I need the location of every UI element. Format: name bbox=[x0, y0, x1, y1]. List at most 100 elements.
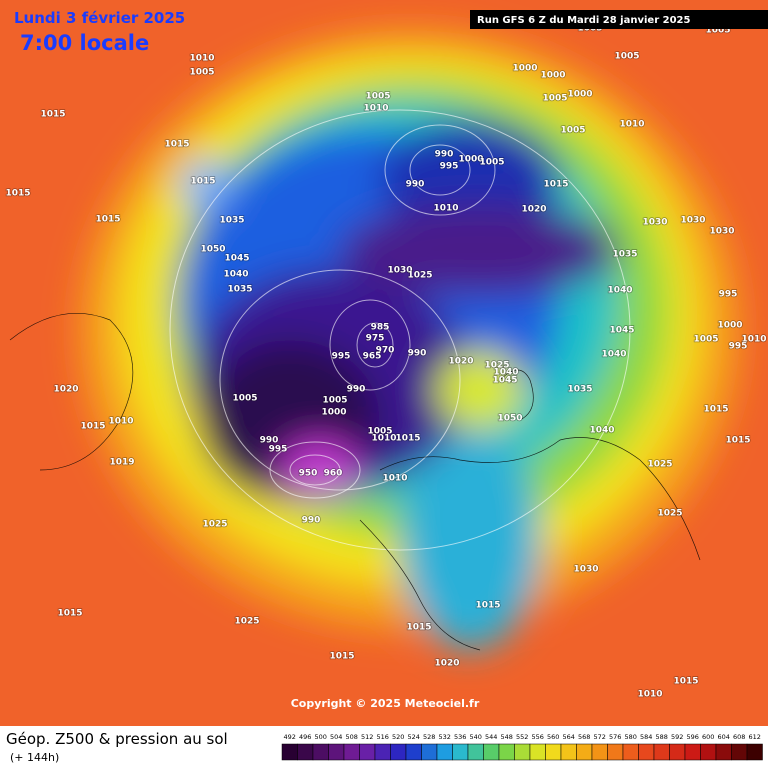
scale-label: 504 bbox=[330, 733, 342, 741]
scale-swatch bbox=[436, 743, 453, 761]
scale-swatch bbox=[560, 743, 577, 761]
isobar-label: 1000 bbox=[512, 64, 537, 74]
isobar-label: 1015 bbox=[703, 405, 728, 415]
isobar-label: 1005 bbox=[693, 335, 718, 345]
scale-swatch bbox=[483, 743, 500, 761]
scale-label: 508 bbox=[346, 733, 358, 741]
isobar-label: 990 bbox=[435, 150, 454, 160]
isobar-label: 1040 bbox=[493, 368, 518, 378]
scale-label: 512 bbox=[361, 733, 373, 741]
isobar-label: 1025 bbox=[647, 460, 672, 470]
scale-swatch bbox=[746, 743, 763, 761]
scale-label: 516 bbox=[377, 733, 389, 741]
scale-swatch bbox=[545, 743, 562, 761]
scale-swatch bbox=[576, 743, 593, 761]
scale-swatch bbox=[343, 743, 360, 761]
copyright: Copyright © 2025 Meteociel.fr bbox=[291, 697, 480, 710]
scale-label: 584 bbox=[640, 733, 652, 741]
geopotential-field bbox=[0, 0, 768, 726]
isobar-label: 1015 bbox=[475, 601, 500, 611]
isobar-label: 990 bbox=[260, 436, 279, 446]
scale-label: 552 bbox=[516, 733, 528, 741]
run-info: Run GFS 6 Z du Mardi 28 janvier 2025 bbox=[477, 15, 690, 26]
isobar-label: 1015 bbox=[725, 436, 750, 446]
scale-swatch bbox=[359, 743, 376, 761]
isobar-label: 1020 bbox=[448, 357, 473, 367]
isobar-label: 1030 bbox=[642, 218, 667, 228]
local-time: 7:00 locale bbox=[20, 31, 149, 55]
isobar-label: 1000 bbox=[321, 408, 346, 418]
isobar-label: 1045 bbox=[492, 376, 517, 386]
isobar-label: 1019 bbox=[109, 458, 134, 468]
legend-title: Géop. Z500 & pression au sol bbox=[6, 730, 228, 748]
isobar-label: 1020 bbox=[434, 659, 459, 669]
scale-label: 540 bbox=[470, 733, 482, 741]
scale-swatch bbox=[281, 743, 298, 761]
scale-swatch bbox=[529, 743, 546, 761]
isobar-label: 1015 bbox=[673, 677, 698, 687]
scale-label: 500 bbox=[315, 733, 327, 741]
isobar-label: 1030 bbox=[387, 266, 412, 276]
isobar-label: 995 bbox=[719, 290, 738, 300]
isobar-label: 1000 bbox=[567, 90, 592, 100]
isobar-label: 1015 bbox=[164, 140, 189, 150]
isobar-label: 1040 bbox=[589, 426, 614, 436]
isobar-label: 1045 bbox=[224, 254, 249, 264]
isobar-label: 1035 bbox=[219, 216, 244, 226]
scale-swatch bbox=[374, 743, 391, 761]
scale-swatch bbox=[421, 743, 438, 761]
scale-swatch bbox=[700, 743, 717, 761]
scale-label: 588 bbox=[656, 733, 668, 741]
isobar-label: 1045 bbox=[609, 326, 634, 336]
scale-label: 492 bbox=[284, 733, 296, 741]
isobar-label: 1015 bbox=[57, 609, 82, 619]
scale-swatch bbox=[731, 743, 748, 761]
scale-swatch bbox=[467, 743, 484, 761]
run-banner bbox=[470, 10, 768, 29]
scale-swatch bbox=[312, 743, 329, 761]
isobar-label: 1000 bbox=[458, 155, 483, 165]
scale-swatch bbox=[638, 743, 655, 761]
isobar-label: 1050 bbox=[497, 414, 522, 424]
scale-label: 572 bbox=[594, 733, 606, 741]
scale-label: 592 bbox=[671, 733, 683, 741]
isobar-label: 970 bbox=[376, 346, 395, 356]
scale-swatch bbox=[514, 743, 531, 761]
scale-swatch bbox=[591, 743, 608, 761]
isobar-label: 1035 bbox=[567, 385, 592, 395]
isobar-label: 1035 bbox=[612, 250, 637, 260]
isobar-label: 990 bbox=[347, 385, 366, 395]
isobar-label: 1015 bbox=[190, 177, 215, 187]
scale-label: 604 bbox=[718, 733, 730, 741]
isobar-label: 995 bbox=[440, 162, 459, 172]
isobar-label: 1015 bbox=[543, 180, 568, 190]
isobar-label: 975 bbox=[366, 334, 385, 344]
isobar-label: 995 bbox=[269, 445, 288, 455]
isobar-label: 1030 bbox=[680, 216, 705, 226]
isobar-label: 1035 bbox=[227, 285, 252, 295]
isobar-label: 1020 bbox=[53, 385, 78, 395]
isobar-label: 1005 bbox=[189, 68, 214, 78]
scale-label: 608 bbox=[733, 733, 745, 741]
scale-swatch bbox=[390, 743, 407, 761]
isobar-label: 1030 bbox=[709, 227, 734, 237]
isobar-label: 1010 bbox=[382, 474, 407, 484]
isobar-label: 995 bbox=[332, 352, 351, 362]
isobar-label: 1015 bbox=[395, 434, 420, 444]
isobar-label: 1010 bbox=[189, 54, 214, 64]
isobar-label: 1025 bbox=[484, 361, 509, 371]
isobar-label: 1040 bbox=[607, 286, 632, 296]
isobar-label: 1010 bbox=[619, 120, 644, 130]
scale-swatch bbox=[684, 743, 701, 761]
scale-swatch bbox=[669, 743, 686, 761]
isobar-label: 1015 bbox=[5, 189, 30, 199]
isobar-label: 950 bbox=[299, 469, 318, 479]
scale-swatch bbox=[622, 743, 639, 761]
scale-swatch bbox=[607, 743, 624, 761]
isobar-label: 1000 bbox=[540, 71, 565, 81]
scale-swatch bbox=[297, 743, 314, 761]
isobar-label: 1005 bbox=[560, 126, 585, 136]
scale-label: 576 bbox=[609, 733, 621, 741]
isobar-label: 1040 bbox=[223, 270, 248, 280]
